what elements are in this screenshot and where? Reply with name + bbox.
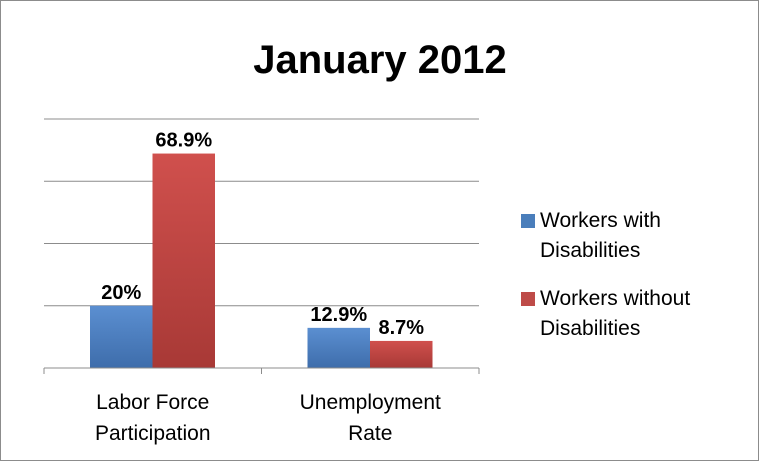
category-label: Rate (348, 422, 392, 445)
legend-label: Disabilities (540, 239, 640, 262)
bar (90, 305, 153, 368)
data-label: 12.9% (310, 304, 367, 326)
legend-swatch (521, 214, 535, 228)
legend-label: Workers without (540, 287, 690, 310)
legend-label: Workers with (540, 209, 661, 232)
data-label: 20% (101, 282, 141, 304)
legend-label: Disabilities (540, 317, 640, 340)
bar (307, 327, 370, 368)
x-axis (43, 367, 480, 374)
chart-title: January 2012 (253, 38, 507, 82)
category-labels: Labor Force Participation Unemployment Rate (95, 391, 441, 445)
bar (152, 153, 215, 368)
gridlines (44, 118, 479, 307)
category-label: Labor Force (96, 391, 209, 414)
data-labels: 20% 12.9% 68.9% 8.7% (101, 130, 424, 339)
bar (370, 340, 433, 368)
legend: Workers with Disabilities Workers without D… (521, 209, 690, 340)
data-label: 8.7% (378, 317, 424, 339)
data-label: 68.9% (155, 130, 212, 152)
category-label: Unemployment (300, 391, 441, 414)
legend-swatch (521, 292, 535, 306)
bars (90, 153, 433, 368)
category-label: Participation (95, 422, 211, 445)
